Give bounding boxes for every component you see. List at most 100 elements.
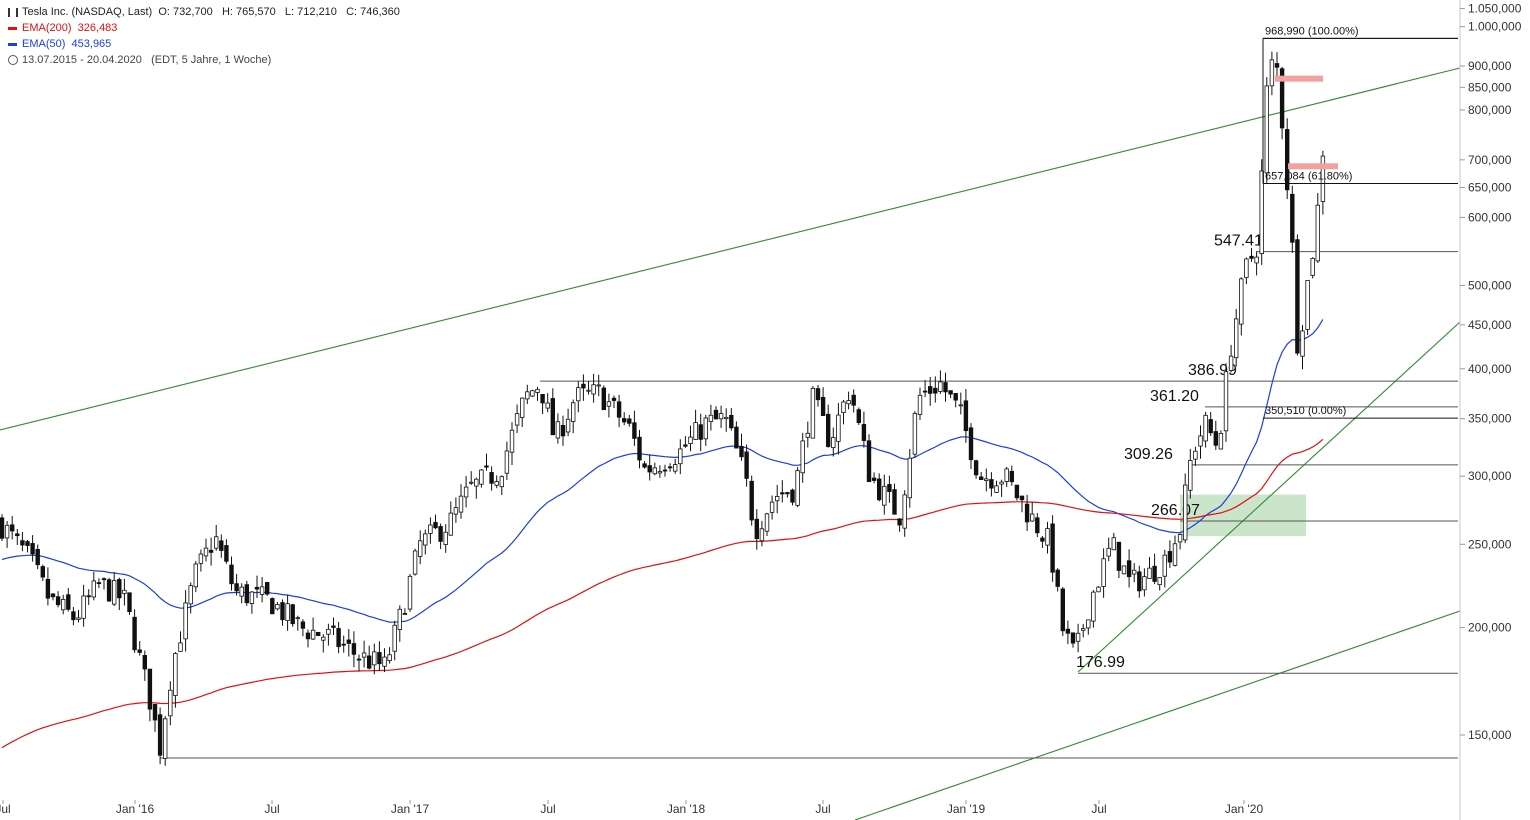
candle-body-up [387,654,392,661]
candle-body-up [453,507,459,515]
candle [494,475,499,489]
candle [1264,77,1269,183]
candle-body-up [958,404,963,407]
candle [866,434,872,483]
candle-body-up [448,512,453,536]
candle [463,475,469,508]
candle-body-down [662,469,668,472]
candle [295,615,300,631]
candle-body-up [1147,567,1152,579]
candle [1244,257,1249,285]
candle [229,556,234,591]
candle [922,380,928,398]
level-label: 176.99 [1076,654,1125,671]
trendline [1077,321,1461,673]
candle [183,590,188,652]
candle [764,512,770,537]
candle-body-down [871,477,877,481]
candle-body-up [514,413,520,426]
candle [1300,324,1305,370]
clock-icon [8,55,18,66]
candle-body-down [611,397,617,401]
candle [739,433,744,461]
candle-body-up [91,580,96,598]
candle-body-up [1203,414,1208,442]
trendline [0,67,1461,431]
candle-body-down [601,387,606,411]
candle-body-down [106,579,112,602]
candle-body-down [356,658,362,661]
candle [249,591,255,614]
candle-body-down [280,602,285,621]
candle [326,623,331,646]
candle-body-down [1137,571,1142,592]
candle-body-up [565,418,571,433]
candle-body-up [1177,534,1183,543]
candle-body-down [15,533,20,537]
candle-body-down [45,578,51,599]
candle-body-up [1004,468,1009,482]
candle [1040,536,1045,548]
candle-body-up [907,457,912,499]
y-tick-label: 850,000 [1468,80,1512,94]
candle-body-up [285,603,290,621]
candle-body-up [372,651,377,666]
level-label: 309.26 [1124,446,1173,463]
candle [219,534,224,558]
candle-body-down [142,655,147,670]
candle [683,436,688,448]
candle [1091,590,1096,628]
candle [1188,448,1193,499]
candle-body-up [1096,586,1101,593]
candle [622,412,627,426]
candle [688,425,693,452]
candle-body-down [305,632,311,640]
candle-body-down [933,387,938,394]
candle-body-up [122,589,127,594]
candle-body-up [759,528,765,542]
candle [310,617,316,641]
candle [902,490,907,537]
candle-body-down [25,541,30,546]
candle-body-up [688,436,693,444]
candle-body-up [657,471,663,474]
candle [917,387,923,420]
candle [973,459,979,479]
candle-body-up [882,485,887,506]
candle-body-up [392,624,397,652]
candle [208,537,214,566]
candle-body-down [1040,537,1045,542]
candle [157,707,163,765]
candle [101,577,107,590]
candle-body-up [310,629,316,640]
candle [213,524,219,551]
candle-body-up [525,391,530,400]
candle-body-down [489,472,494,484]
candle [545,393,550,413]
candle-body-up [417,540,423,557]
candle [1121,565,1127,575]
candle-body-up [591,384,596,395]
x-tick-label: Jan '18 [667,802,706,816]
candle [0,514,5,542]
candle [749,475,754,526]
candle [637,429,642,469]
candle [152,704,158,732]
candle [581,374,586,401]
candle-body-up [938,381,943,392]
candle [244,580,249,606]
candle [586,381,591,395]
candle [1132,563,1137,583]
candle-body-down [953,393,958,401]
candle-body-up [1234,318,1239,359]
candle [423,529,428,555]
candle [1004,466,1009,487]
candle-body-down [973,460,979,476]
candle-body-up [1244,258,1249,278]
candle [790,488,795,506]
candle [887,475,892,503]
candle-body-down [739,445,744,458]
candle [91,571,96,601]
candle [264,581,270,596]
